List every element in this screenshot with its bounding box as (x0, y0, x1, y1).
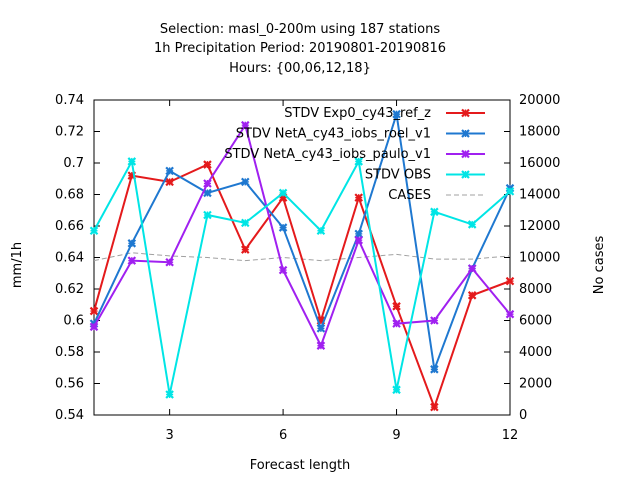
data-point (203, 179, 212, 188)
y2-tick-label: 0 (519, 408, 527, 423)
y-axis-label: mm/1h (10, 242, 25, 288)
data-point (89, 306, 99, 316)
y2-tick-label: 18000 (519, 125, 560, 140)
data-point (467, 291, 477, 300)
data-point (430, 365, 439, 374)
y2-tick-label: 6000 (519, 314, 552, 329)
y-tick-label: 0.62 (55, 282, 84, 297)
data-point (127, 157, 137, 166)
data-point (278, 188, 288, 198)
data-point (89, 322, 99, 332)
series-line (93, 113, 511, 374)
y2-tick-label: 20000 (519, 93, 560, 108)
data-point (392, 385, 401, 395)
y2-tick-label: 8000 (519, 282, 552, 297)
legend-marker (461, 170, 470, 179)
y-tick-label: 0.7 (63, 156, 84, 171)
x-axis-label: Forecast length (250, 458, 351, 473)
data-point (316, 324, 326, 333)
legend-entry-4: CASES (388, 188, 485, 203)
data-point (392, 302, 401, 311)
x-tick-label: 12 (502, 428, 519, 443)
series-layer (89, 109, 515, 412)
legend-entry-1: STDV NetA_cy43_iobs_roel_v1 (236, 127, 485, 142)
data-point (278, 265, 288, 275)
y2-tick-label: 4000 (519, 345, 552, 360)
x-tick-label: 9 (392, 428, 400, 443)
series-3 (89, 157, 515, 399)
data-point (430, 402, 439, 412)
data-point (89, 226, 99, 236)
title-line-1: Selection: masl_0-200m using 187 station… (160, 22, 440, 37)
y-tick-label: 0.68 (55, 188, 84, 203)
legend-label: STDV NetA_cy43_iobs_paulo_v1 (224, 147, 431, 162)
data-point (240, 177, 250, 187)
data-point (354, 235, 364, 245)
x-tick-label: 6 (279, 428, 287, 443)
data-point (316, 341, 326, 350)
legend-entry-2: STDV NetA_cy43_iobs_paulo_v1 (224, 147, 485, 162)
legend-label: STDV OBS (365, 168, 431, 183)
title-line-2: 1h Precipitation Period: 20190801-201908… (154, 41, 446, 56)
y2-tick-label: 10000 (519, 251, 560, 266)
y2-tick-label: 16000 (519, 156, 560, 171)
data-point (127, 239, 137, 248)
data-point (354, 157, 364, 166)
data-point (240, 218, 250, 228)
data-point (165, 257, 174, 267)
y2-tick-label: 14000 (519, 188, 560, 203)
y2-tick-label: 2000 (519, 377, 552, 392)
data-point (240, 245, 250, 254)
data-point (505, 187, 515, 196)
series-2 (89, 120, 515, 350)
legend-label: CASES (388, 188, 431, 203)
data-point (203, 160, 212, 169)
y-tick-label: 0.54 (55, 408, 84, 423)
data-point (278, 223, 288, 232)
series-0 (89, 160, 515, 412)
data-point (467, 220, 477, 229)
data-point (165, 390, 174, 399)
data-point (505, 309, 515, 319)
legend-marker (461, 108, 470, 118)
data-point (316, 226, 326, 236)
y-tick-label: 0.66 (55, 219, 84, 234)
y2-tick-label: 12000 (519, 219, 560, 234)
y-tick-label: 0.56 (55, 377, 84, 392)
data-point (165, 177, 174, 187)
plot-axes: 0.54 0.56 0.58 0.6 0.62 0.64 0.66 0.68 0.7 0.72 0.… (55, 93, 560, 443)
y-tick-label: 0.58 (55, 345, 84, 360)
legend: STDV Exp0_cy43_ref_z STDV NetA_cy43_iobs_… (224, 106, 485, 203)
data-point (430, 316, 439, 325)
legend-entry-3: STDV OBS (365, 168, 485, 183)
title-line-3: Hours: {00,06,12,18} (229, 61, 371, 76)
data-point (392, 109, 401, 119)
x-tick-label: 3 (165, 428, 173, 443)
data-point (203, 210, 212, 220)
data-point (354, 229, 364, 239)
legend-marker (461, 149, 470, 159)
y-tick-label: 0.64 (55, 251, 84, 266)
data-point (430, 207, 439, 217)
data-point (240, 120, 250, 130)
data-point (165, 166, 174, 176)
data-point (467, 264, 477, 273)
series-line (93, 122, 511, 349)
y-tick-label: 0.74 (55, 93, 84, 108)
y-tick-label: 0.72 (55, 125, 84, 140)
series-line (93, 158, 511, 395)
legend-entry-0: STDV Exp0_cy43_ref_z (284, 106, 485, 121)
legend-label: STDV Exp0_cy43_ref_z (284, 106, 431, 121)
data-point (505, 276, 515, 286)
chart-title: Selection: masl_0-200m using 187 station… (154, 22, 446, 76)
series-line (93, 163, 511, 411)
data-point (127, 256, 137, 265)
legend-marker (461, 129, 470, 138)
legend-label: STDV NetA_cy43_iobs_roel_v1 (236, 127, 431, 142)
y2-axis-label: No cases (592, 236, 607, 295)
y-tick-label: 0.6 (63, 314, 84, 329)
data-point (392, 319, 401, 328)
data-point (354, 193, 364, 202)
